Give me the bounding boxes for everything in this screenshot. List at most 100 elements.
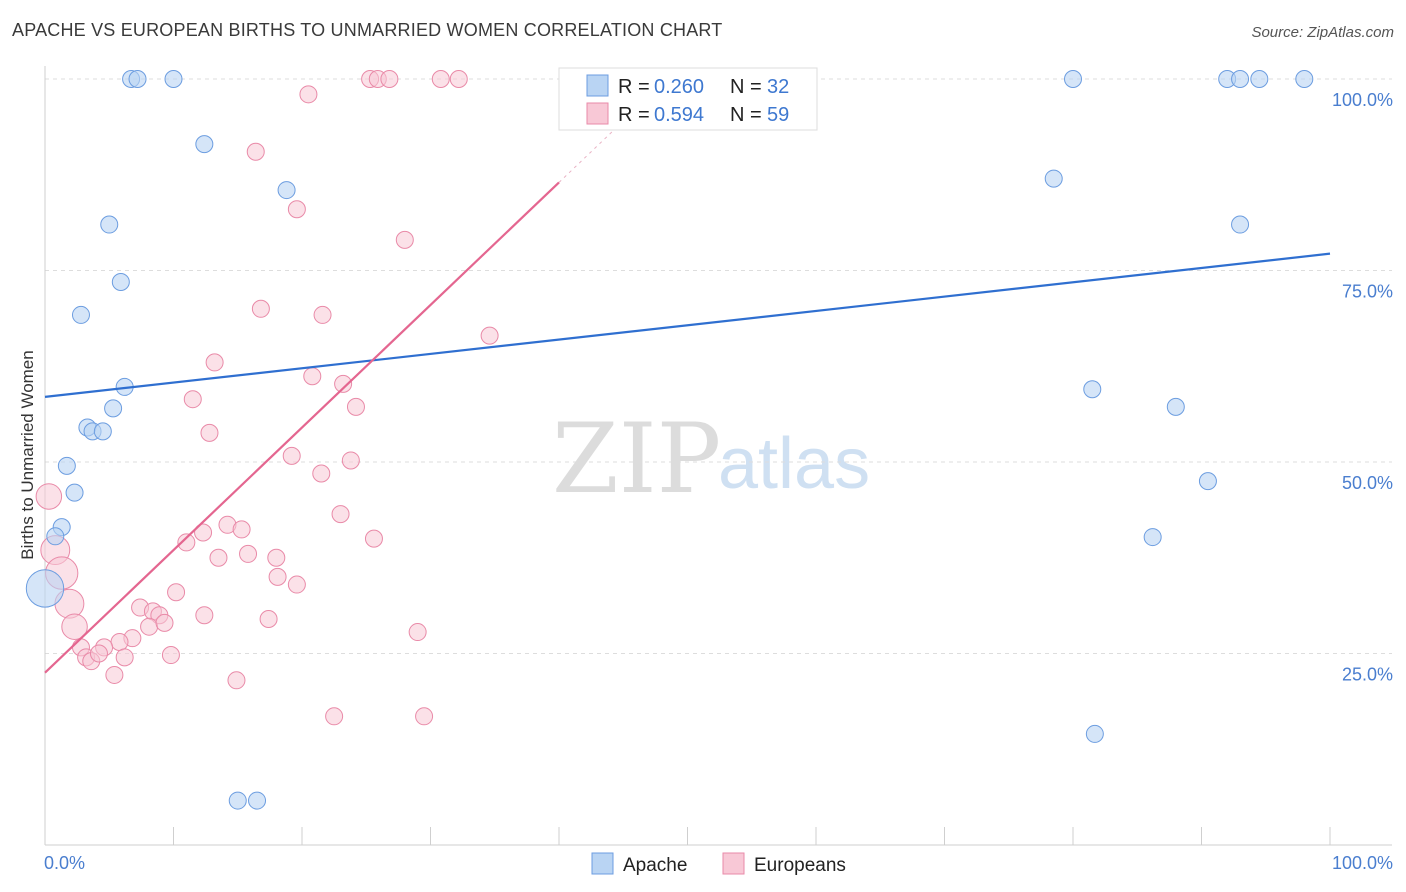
apache-point [228,791,247,810]
europeans-point [167,583,186,602]
legend-apache-n-label: N = [730,76,762,98]
europeans-point [246,142,265,161]
europeans-point [177,533,196,552]
apache-point [1085,724,1104,743]
apache-point [1166,397,1185,416]
chart-source: Source: ZipAtlas.com [1251,24,1394,41]
grid-lines [45,78,1392,654]
apache-point [25,569,65,608]
europeans-point [105,665,124,684]
apache-point [93,422,112,441]
europeans-point [61,613,88,640]
europeans-point [140,617,159,636]
apache-point [1231,70,1250,88]
apache-point [1231,215,1250,234]
bottom-legend-apache-swatch [591,852,614,875]
apache-point [104,399,123,418]
europeans-point [239,544,258,563]
axes: 25.0% 50.0% 75.0% 100.0% 0.0% 100.0% [44,66,1393,873]
europeans-point [200,423,219,442]
europeans-point [395,230,414,249]
europeans-point [415,707,434,726]
europeans-point [449,70,468,88]
legend-europeans-swatch [586,102,609,125]
europeans-point [110,633,129,652]
legend-europeans-r-value: 0.594 [654,104,704,126]
europeans-point [408,623,427,642]
europeans-point [341,451,360,470]
legend-apache-r-label: R = [618,76,650,98]
apache-point [1064,70,1082,88]
watermark-atlas: atlas [718,424,870,504]
europeans-point [209,548,228,567]
x-tick-label-min: 0.0% [44,853,85,873]
europeans-point [227,671,246,690]
apache-point [71,305,90,324]
europeans-point [299,85,318,104]
europeans-point [312,464,331,483]
europeans-point [267,548,286,567]
legend-apache-swatch [586,74,609,97]
legend-europeans-n-label: N = [730,104,762,126]
y-tick-label: 100.0% [1332,90,1393,110]
apache-trend-line [44,252,1331,398]
europeans-point [155,613,174,632]
europeans-point [251,299,270,318]
y-axis-label: Births to Unmarried Women [18,350,37,559]
apache-point [128,70,147,88]
apache-point [100,215,119,234]
europeans-point [303,367,322,386]
apache-point [65,483,84,502]
europeans-trend-extension [558,84,663,183]
apache-point [46,527,65,546]
bottom-legend: Apache Europeans [591,852,846,876]
europeans-point [89,644,108,663]
apache-point [1295,70,1314,88]
legend-europeans-r-label: R = [618,104,650,126]
apache-point [111,272,130,291]
bottom-legend-europeans-label: Europeans [754,855,846,876]
europeans-point [195,606,214,625]
europeans-point [194,523,213,542]
europeans-point [282,446,301,465]
europeans-point [268,567,287,586]
europeans-point [331,505,350,524]
x-tick-label-max: 100.0% [1332,853,1393,873]
y-tick-label: 75.0% [1342,282,1393,302]
apache-point [195,135,214,154]
europeans-point [35,483,63,510]
europeans-point [259,610,278,629]
apache-point [57,456,76,475]
europeans-point [313,305,332,324]
europeans-point [346,397,365,416]
y-tick-label: 25.0% [1342,665,1393,685]
legend-box: R = 0.260 N = 32 R = 0.594 N = 59 [558,67,818,131]
apache-point [164,70,183,88]
bottom-legend-apache-label: Apache [623,855,687,876]
europeans-points [35,70,499,726]
europeans-point [364,529,383,548]
chart-title: APACHE VS EUROPEAN BIRTHS TO UNMARRIED W… [12,20,723,40]
y-tick-label: 50.0% [1342,473,1393,493]
europeans-point [480,326,499,345]
europeans-point [380,70,399,88]
europeans-point [183,390,202,409]
europeans-point [115,648,134,667]
europeans-point [287,575,306,594]
europeans-point [232,520,251,539]
europeans-point [161,646,180,665]
europeans-point [431,70,450,88]
apache-point [277,181,296,200]
europeans-point [325,707,344,726]
apache-points [25,70,1314,810]
apache-point [1198,472,1217,491]
legend-apache-n-value: 32 [767,76,789,98]
trend-lines [44,84,1331,674]
bottom-legend-europeans-swatch [722,852,745,875]
apache-point [1044,169,1063,188]
apache-point [248,791,267,810]
europeans-point [287,200,306,219]
apache-point [1143,528,1162,547]
legend-apache-r-value: 0.260 [654,76,704,98]
